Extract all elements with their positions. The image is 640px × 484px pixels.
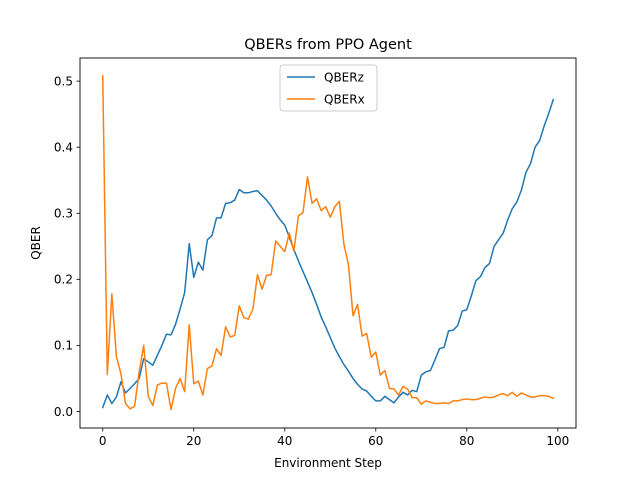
y-tick-label: 0.0 <box>54 405 73 419</box>
y-axis-label: QBER <box>29 226 43 260</box>
y-tick-label: 0.4 <box>54 140 73 154</box>
x-tick-label: 20 <box>186 434 201 448</box>
legend-label-qberx: QBERx <box>324 92 365 106</box>
y-tick-label: 0.2 <box>54 273 73 287</box>
y-tick-label: 0.5 <box>54 74 73 88</box>
x-tick-label: 60 <box>368 434 383 448</box>
series-line-qberx <box>101 75 555 411</box>
legend-label-qberz: QBERz <box>324 70 364 84</box>
x-tick-label: 100 <box>546 434 569 448</box>
x-tick-label: 40 <box>277 434 292 448</box>
x-tick-label: 80 <box>459 434 474 448</box>
series-line-qberz <box>101 98 555 409</box>
y-tick-label: 0.1 <box>54 339 73 353</box>
x-axis-label: Environment Step <box>274 456 382 470</box>
y-tick-label: 0.3 <box>54 207 73 221</box>
x-tick-label: 0 <box>99 434 107 448</box>
legend: QBERz QBERx <box>279 64 378 112</box>
axes-frame <box>79 57 577 429</box>
plot-area <box>101 75 555 411</box>
chart-title: QBERs from PPO Agent <box>244 37 412 53</box>
tick-layer: 0 20 40 60 80 100 0.0 0.1 0.2 0.3 0.4 0.5 <box>54 74 569 448</box>
